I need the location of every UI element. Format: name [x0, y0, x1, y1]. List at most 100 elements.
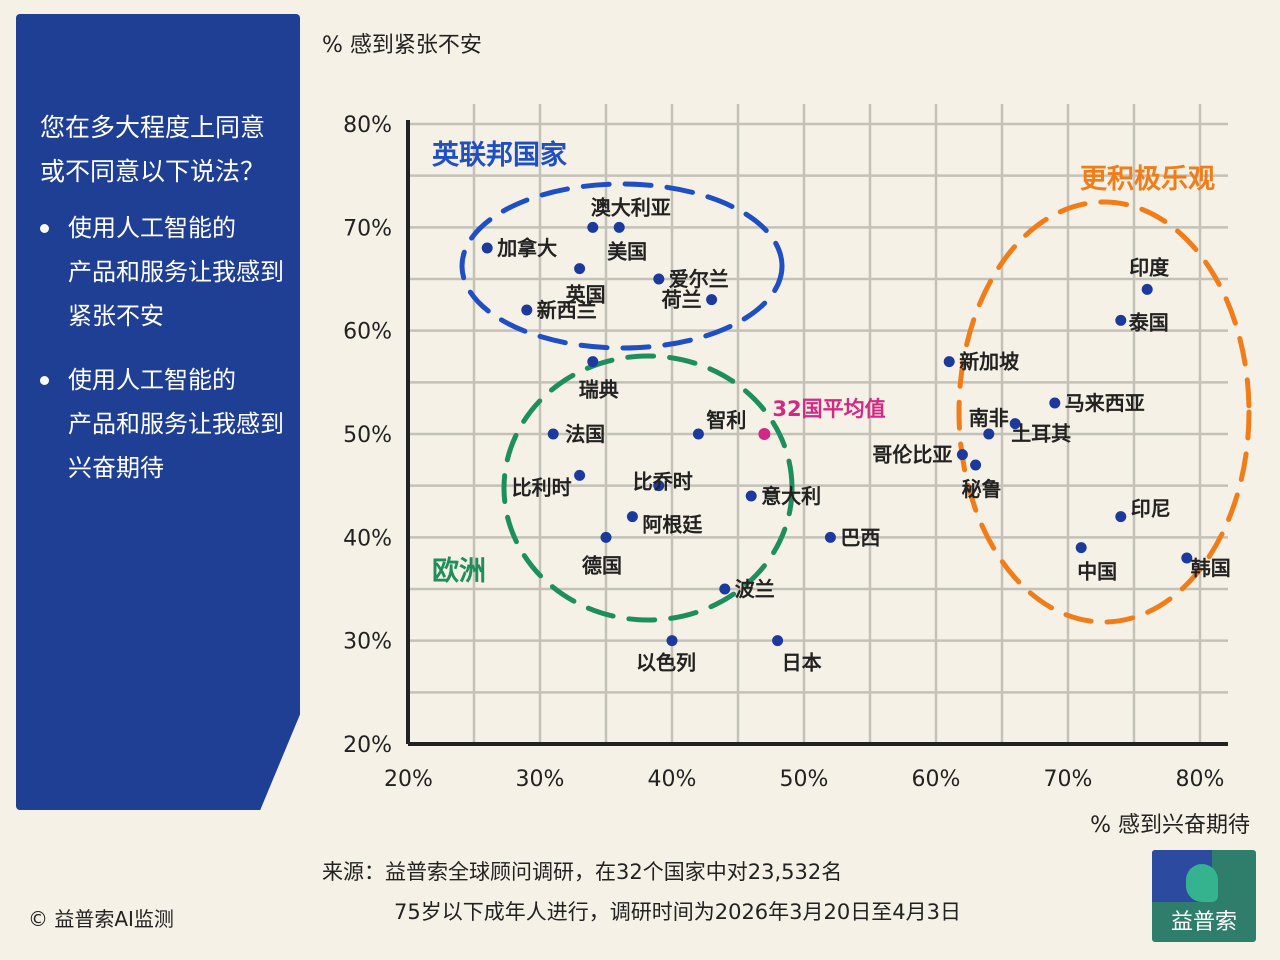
data-point — [943, 356, 955, 368]
data-point — [626, 511, 638, 523]
data-point — [1181, 552, 1193, 564]
y-tick-label: 80% — [343, 113, 392, 138]
data-point — [1075, 542, 1087, 554]
bullet-icon — [40, 376, 49, 385]
point-label: 印尼 — [1131, 497, 1171, 521]
x-tick-label: 50% — [780, 767, 829, 792]
point-label: 比利时 — [512, 475, 572, 499]
point-label: 土耳其 — [1011, 422, 1071, 446]
point-label: 英国 — [566, 283, 606, 307]
group-label-commonwealth: 英联邦国家 — [432, 139, 567, 171]
data-point — [1141, 283, 1153, 295]
point-label: 中国 — [1077, 560, 1117, 584]
data-point — [547, 428, 559, 440]
data-point — [1115, 314, 1127, 326]
average-label: 32国平均值 — [772, 397, 885, 421]
point-label: 韩国 — [1191, 556, 1231, 580]
y-tick-label: 40% — [343, 526, 392, 551]
point-label: 南非 — [969, 406, 1009, 430]
question-line: 您在多大程度上同意 — [40, 113, 266, 142]
point-label: 以色列 — [636, 651, 696, 675]
statement-line: 产品和服务让我感到 — [68, 258, 284, 286]
y-axis-title: % 感到紧张不安 — [322, 33, 482, 58]
point-label: 新加坡 — [959, 350, 1020, 374]
data-point — [1009, 418, 1021, 430]
data-point — [1115, 511, 1127, 523]
point-label: 泰国 — [1128, 310, 1169, 334]
data-point — [719, 583, 731, 595]
data-point — [706, 294, 718, 306]
data-point — [600, 531, 612, 543]
statement-line: 产品和服务让我感到 — [68, 410, 284, 438]
data-point — [1049, 397, 1061, 409]
data-point — [983, 428, 995, 440]
statement-line: 使用人工智能的 — [68, 214, 236, 242]
x-tick-label: 30% — [516, 767, 565, 792]
data-point — [574, 263, 586, 275]
point-label: 波兰 — [735, 577, 775, 601]
brand-logo: 益普索 — [1152, 850, 1256, 942]
point-label: 法国 — [565, 422, 605, 446]
point-label: 印度 — [1129, 255, 1170, 279]
data-point — [970, 459, 982, 471]
data-point — [772, 635, 784, 647]
source-line: 75岁以下成年人进行，调研时间为2026年3月20日至4月3日 — [394, 900, 961, 924]
grid — [408, 104, 1228, 744]
x-tick-label: 80% — [1176, 767, 1225, 792]
x-tick-label: 40% — [648, 767, 697, 792]
point-label: 马来西亚 — [1065, 391, 1145, 415]
y-tick-label: 60% — [343, 320, 392, 345]
point-label: 加拿大 — [496, 236, 557, 260]
average-point — [758, 428, 771, 440]
y-tick-label: 20% — [343, 733, 392, 758]
sidebar-panel: 您在多大程度上同意 或不同意以下说法？ 使用人工智能的 产品和服务让我感到 紧张… — [16, 14, 300, 810]
statement-line: 使用人工智能的 — [68, 366, 236, 394]
point-label: 荷兰 — [662, 288, 702, 312]
logo-mark-icon — [1186, 864, 1218, 902]
point-label: 德国 — [582, 553, 622, 577]
point-label: 爱尔兰 — [669, 267, 729, 291]
data-point — [956, 449, 968, 461]
question-line: 或不同意以下说法？ — [40, 157, 266, 186]
y-tick-label: 50% — [343, 423, 392, 448]
group-label-optimistic: 更积极乐观 — [1080, 164, 1215, 195]
data-point — [613, 221, 625, 233]
data-point — [587, 221, 599, 233]
data-point — [653, 273, 665, 285]
statement-line: 紧张不安 — [68, 302, 164, 330]
point-label: 比乔时 — [633, 470, 693, 494]
x-tick-label: 70% — [1044, 767, 1093, 792]
data-point — [666, 635, 678, 647]
copyright-text: © 益普索AI监测 — [28, 907, 174, 931]
statement-line: 兴奋期待 — [68, 454, 164, 482]
data-point — [521, 304, 533, 316]
data-point — [574, 469, 586, 481]
group-outlines: 英联邦国家 欧洲 更积极乐观 — [432, 139, 1252, 625]
y-tick-label: 30% — [343, 630, 392, 655]
europe-outline — [501, 353, 795, 623]
point-label: 新西兰 — [537, 298, 597, 322]
group-label-europe: 欧洲 — [432, 556, 486, 587]
point-label: 澳大利亚 — [591, 195, 671, 219]
x-tick-label: 60% — [912, 767, 961, 792]
logo-text: 益普索 — [1170, 910, 1237, 935]
point-label: 日本 — [782, 651, 822, 675]
data-point — [692, 428, 704, 440]
statement-nervous: 使用人工智能的 产品和服务让我感到 紧张不安 — [40, 206, 286, 338]
axes: 20% 30% 40% 50% 60% 70% 80% 20% 30% 40% 50% 60% 70% 8… — [343, 113, 1228, 792]
commonwealth-outline — [459, 181, 785, 351]
y-tick-label: 70% — [343, 216, 392, 241]
point-label: 智利 — [706, 408, 746, 432]
point-label: 哥伦比亚 — [872, 443, 952, 467]
statement-excited: 使用人工智能的 产品和服务让我感到 兴奋期待 — [40, 358, 286, 490]
point-label: 美国 — [607, 239, 647, 263]
x-axis-title: % 感到兴奋期待 — [1090, 813, 1250, 838]
scatter-chart: 20% 30% 40% 50% 60% 70% 80% 20% 30% 40% 50% 60% 70% 8… — [322, 33, 1252, 838]
point-label: 瑞典 — [579, 378, 619, 402]
data-point — [587, 356, 599, 368]
data-point — [481, 242, 493, 254]
data-point — [745, 490, 757, 502]
x-tick-label: 20% — [384, 767, 433, 792]
survey-question: 您在多大程度上同意 或不同意以下说法？ — [40, 106, 286, 194]
